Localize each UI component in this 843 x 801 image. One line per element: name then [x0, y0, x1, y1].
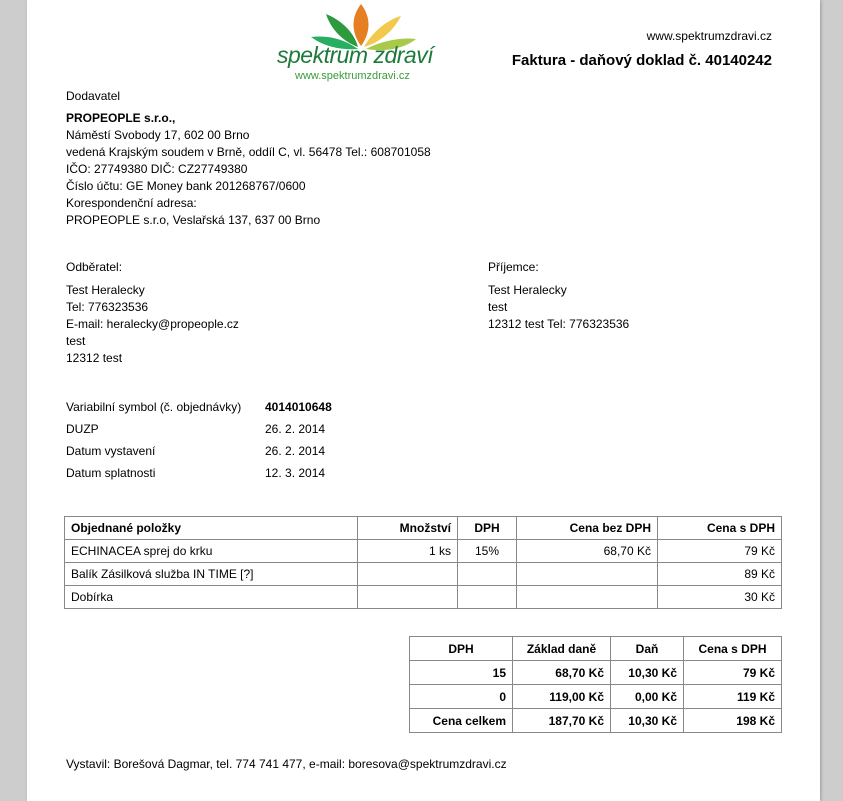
total-row: Cena celkem 187,70 Kč 10,30 Kč 198 Kč	[409, 708, 782, 733]
invoice-title: Faktura - daňový doklad č. 40140242	[511, 52, 772, 69]
cell: 119 Kč	[683, 684, 782, 709]
column-header: Základ daně	[512, 636, 611, 661]
column-header: Daň	[610, 636, 684, 661]
cell: ECHINACEA sprej do krku	[64, 539, 358, 563]
recipient-label: Příjemce:	[488, 260, 539, 274]
cell: Cena celkem	[409, 708, 513, 733]
customer-line: Test Heralecky	[66, 283, 145, 297]
supplier-line: Náměstí Svobody 17, 602 00 Brno	[66, 128, 250, 142]
recipient-line: test	[488, 300, 508, 314]
table-row: 15 68,70 Kč 10,30 Kč 79 Kč	[409, 660, 782, 685]
table-row: ECHINACEA sprej do krku 1 ks 15% 68,70 Kč 79…	[64, 539, 782, 563]
cell: 79 Kč	[683, 660, 782, 685]
cell: Balík Zásilková služba IN TIME [?]	[64, 562, 358, 586]
info-value: 26. 2. 2014	[265, 422, 326, 436]
customer-line: 12312 test	[66, 351, 123, 365]
info-row: DUZP 26. 2. 2014	[66, 418, 332, 440]
cell: 119,00 Kč	[512, 684, 611, 709]
vat-table: DPH Základ daně Daň Cena s DPH 15 68,70 K…	[409, 636, 782, 733]
issuer-footer: Vystavil: Borešová Dagmar, tel. 774 741 …	[66, 757, 507, 771]
info-row: Datum splatnosti 12. 3. 2014	[66, 462, 332, 484]
column-header: DPH	[409, 636, 513, 661]
supplier-line: IČO: 27749380 DIČ: CZ27749380	[66, 162, 248, 176]
customer-label: Odběratel:	[66, 260, 123, 274]
leaf-icon	[311, 4, 416, 50]
invoice-page: spektrum zdraví www.spektrumzdravi.cz ww…	[27, 0, 820, 801]
cell: 15%	[457, 539, 517, 563]
cell: 79 Kč	[657, 539, 782, 563]
cell: Dobírka	[64, 585, 358, 609]
logo-text: spektrum zdraví	[277, 42, 434, 68]
column-header: Množství	[357, 516, 458, 540]
column-header: Cena s DPH	[657, 516, 782, 540]
cell: 68,70 Kč	[512, 660, 611, 685]
supplier-line: Korespondenční adresa:	[66, 196, 197, 210]
column-header: Cena s DPH	[683, 636, 782, 661]
info-block: Variabilní symbol (č. objednávky) 4014010…	[66, 396, 332, 484]
supplier-block: PROPEOPLE s.r.o., Náměstí Svobody 17, 60…	[66, 110, 431, 229]
website-link[interactable]: www.spektrumzdravi.cz	[646, 29, 772, 43]
customer-block: Test Heralecky Tel: 776323536 E-mail: he…	[66, 282, 239, 367]
info-label: DUZP	[66, 422, 99, 436]
cell: 30 Kč	[657, 585, 782, 609]
info-label: Datum vystavení	[66, 444, 156, 458]
info-label: Variabilní symbol (č. objednávky)	[66, 400, 242, 414]
cell: 68,70 Kč	[516, 539, 658, 563]
supplier-line: vedená Krajským soudem v Brně, oddíl C, …	[66, 145, 431, 159]
table-header: DPH Základ daně Daň Cena s DPH	[409, 636, 782, 661]
customer-line: Tel: 776323536	[66, 300, 149, 314]
recipient-line: 12312 test Tel: 776323536	[488, 317, 630, 331]
cell: 0,00 Kč	[610, 684, 684, 709]
supplier-label: Dodavatel	[66, 89, 121, 103]
spektrum-zdravi-logo: spektrum zdraví www.spektrumzdravi.cz	[273, 2, 453, 86]
info-value: 12. 3. 2014	[265, 466, 326, 480]
column-header: Objednané položky	[64, 516, 358, 540]
info-label: Datum splatnosti	[66, 466, 156, 480]
table-row: Dobírka 30 Kč	[64, 585, 782, 609]
logo-url: www.spektrumzdravi.cz	[295, 70, 410, 82]
table-row: Balík Zásilková služba IN TIME [?] 89 Kč	[64, 562, 782, 586]
customer-line: E-mail: heralecky@propeople.cz	[66, 317, 239, 331]
supplier-line: PROPEOPLE s.r.o, Veslařská 137, 637 00 B…	[66, 213, 321, 227]
cell: 89 Kč	[657, 562, 782, 586]
cell: 10,30 Kč	[610, 660, 684, 685]
recipient-line: Test Heralecky	[488, 283, 567, 297]
customer-line: test	[66, 334, 86, 348]
cell: 198 Kč	[683, 708, 782, 733]
supplier-line: Číslo účtu: GE Money bank 201268767/0600	[66, 179, 306, 193]
recipient-block: Test Heralecky test 12312 test Tel: 7763…	[488, 282, 629, 333]
info-row: Datum vystavení 26. 2. 2014	[66, 440, 332, 462]
cell: 0	[409, 684, 513, 709]
table-header: Objednané položky Množství DPH Cena bez …	[64, 516, 782, 540]
info-row: Variabilní symbol (č. objednávky) 4014010…	[66, 396, 332, 418]
cell: 187,70 Kč	[512, 708, 611, 733]
cell: 10,30 Kč	[610, 708, 684, 733]
items-table: Objednané položky Množství DPH Cena bez …	[64, 516, 782, 609]
column-header: Cena bez DPH	[516, 516, 658, 540]
table-row: 0 119,00 Kč 0,00 Kč 119 Kč	[409, 684, 782, 709]
info-value: 4014010648	[265, 400, 332, 414]
cell: 15	[409, 660, 513, 685]
info-value: 26. 2. 2014	[265, 444, 326, 458]
cell: 1 ks	[357, 539, 458, 563]
supplier-name: PROPEOPLE s.r.o.,	[66, 111, 176, 125]
column-header: DPH	[457, 516, 517, 540]
